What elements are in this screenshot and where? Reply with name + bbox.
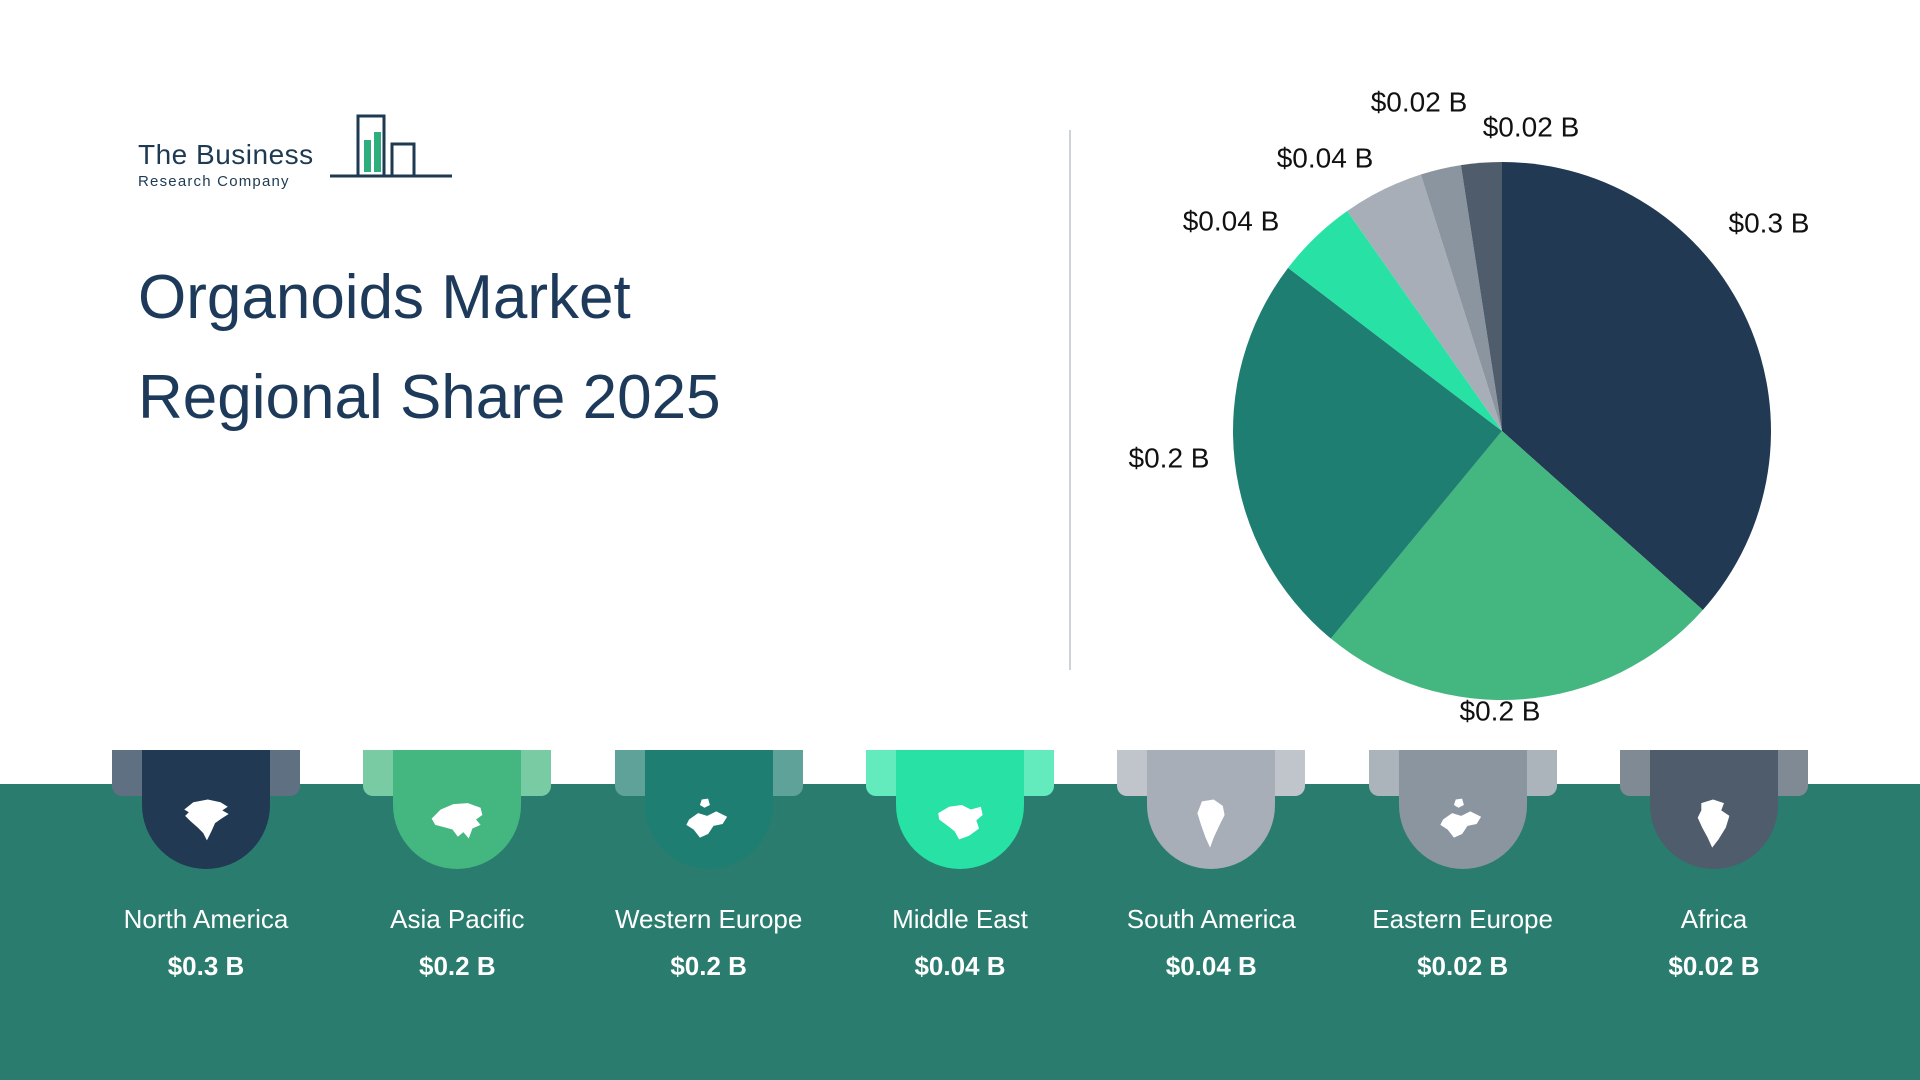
legend-region-name: Western Europe	[614, 904, 803, 934]
ribbon-front	[644, 750, 773, 869]
legend-region-value: $0.04 B	[1165, 951, 1257, 981]
company-logo-text: The Business Research Company	[138, 139, 314, 196]
ribbon-western-europe	[614, 750, 803, 870]
pie-value-label: $0.3 B	[1729, 207, 1810, 238]
legend-item-asia-pacific: Asia Pacific $0.2 B	[339, 750, 575, 982]
ribbon-front	[1147, 750, 1276, 869]
ribbon-middle-east	[865, 750, 1054, 870]
logo-name-line2: Research Company	[138, 173, 290, 190]
page-title-line1: Organoids Market	[138, 263, 631, 332]
company-logo: The Business Research Company	[138, 112, 456, 196]
legend-region-name: Eastern Europe	[1372, 904, 1553, 934]
pie-value-label: $0.04 B	[1183, 205, 1280, 236]
legend-item-western-europe: Western Europe $0.2 B	[591, 750, 827, 982]
pie-value-label: $0.02 B	[1371, 86, 1468, 117]
legend-region-name: Africa	[1680, 904, 1748, 934]
pie-slice-asia-pacific	[1330, 431, 1703, 700]
ribbon-south-america	[1117, 750, 1306, 870]
pie-slice-middle-east	[1288, 210, 1502, 431]
logo-name-line1: The Business	[138, 139, 314, 170]
ribbon-asia-pacific	[363, 750, 552, 870]
ribbon-front	[1398, 750, 1527, 869]
legend-region-name: North America	[123, 904, 289, 934]
ribbon-front	[393, 750, 522, 869]
pie-value-label: $0.02 B	[1483, 111, 1580, 142]
eastern-europe-icon	[1439, 798, 1481, 838]
legend-region-value: $0.2 B	[670, 951, 747, 981]
page-title-line2: Regional Share 2025	[138, 363, 721, 433]
legend-item-south-america: South America $0.04 B	[1093, 750, 1329, 982]
pie-value-label: $0.2 B	[1460, 695, 1541, 726]
legend-item-middle-east: Middle East $0.04 B	[842, 750, 1078, 982]
pie-slice-africa	[1460, 162, 1502, 431]
ribbon-front	[895, 750, 1024, 869]
legend-region-value: $0.3 B	[167, 951, 245, 981]
pie-slice-south-america	[1347, 174, 1502, 432]
legend-region-value: $0.02 B	[1668, 951, 1760, 981]
bar-chart-logo-icon	[329, 114, 452, 178]
legend-item-africa: Africa $0.02 B	[1596, 750, 1832, 982]
middle-east-icon	[938, 804, 983, 840]
ribbon-africa	[1619, 750, 1808, 870]
ribbon-north-america	[112, 750, 300, 870]
legend-item-eastern-europe: Eastern Europe $0.02 B	[1345, 750, 1581, 982]
south-america-icon	[1197, 799, 1225, 848]
divider-line	[1069, 130, 1071, 670]
legend-region-name: Middle East	[892, 904, 1028, 934]
regional-share-pie-chart: $0.3 B $0.2 B $0.2 B $0.04 B $0.04 B $0.02 B $…	[1129, 86, 1810, 726]
pie-value-label: $0.2 B	[1129, 442, 1210, 473]
north-america-icon	[184, 799, 229, 841]
legend-region-value: $0.04 B	[914, 951, 1006, 981]
legend-row: North America $0.3 B Asia Pacific $0.2 B…	[0, 750, 1920, 982]
africa-icon	[1697, 799, 1730, 848]
legend-region-value: $0.02 B	[1417, 951, 1509, 981]
pie-slice-north-america	[1502, 162, 1771, 610]
pie-slice-eastern-europe	[1420, 165, 1502, 431]
ribbon-front	[142, 750, 270, 869]
pie-chart-area: $0.3 B $0.2 B $0.2 B $0.04 B $0.04 B $0.02 B $…	[1020, 0, 1920, 770]
pie-slice-western-europe	[1233, 267, 1502, 639]
page-title: Organoids Market Regional Share 2025	[138, 248, 721, 449]
asia-pacific-icon	[431, 803, 483, 839]
legend-region-name: Asia Pacific	[390, 904, 525, 934]
ribbon-eastern-europe	[1368, 750, 1557, 870]
pie-value-label: $0.04 B	[1277, 142, 1374, 173]
western-europe-icon	[686, 798, 727, 838]
legend-region-value: $0.2 B	[419, 951, 496, 981]
ribbon-front	[1649, 750, 1778, 869]
legend-item-north-america: North America $0.3 B	[88, 750, 324, 982]
legend-region-name: South America	[1126, 904, 1296, 934]
